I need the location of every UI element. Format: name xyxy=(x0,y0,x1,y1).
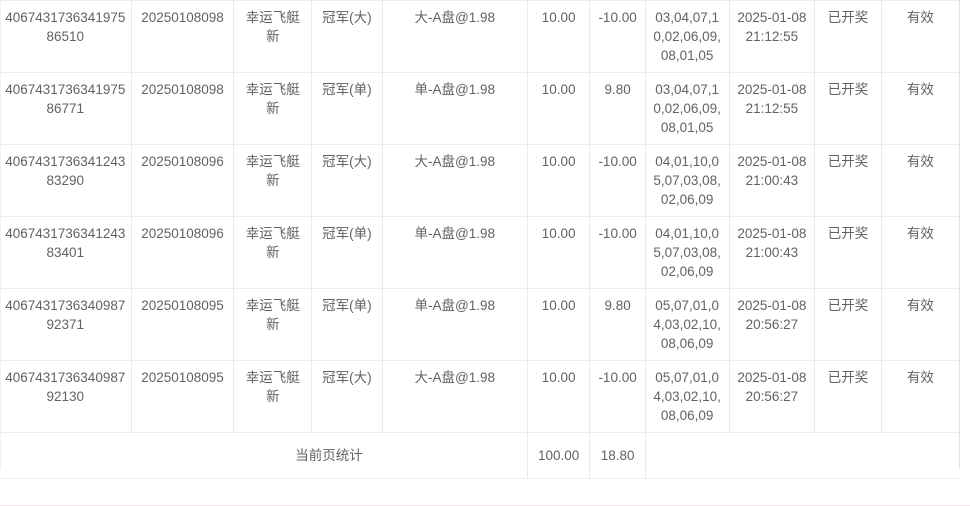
cell-status: 已开奖 xyxy=(814,288,882,361)
summary-label: 当前页统计 xyxy=(131,432,528,479)
cell-profit: -10.00 xyxy=(589,216,646,289)
cell-bet-content: 单-A盘@1.98 xyxy=(382,216,528,289)
cell-profit: -10.00 xyxy=(589,360,646,433)
cell-play-type: 冠军(大) xyxy=(311,360,383,433)
cell-validity: 有效 xyxy=(881,360,959,433)
cell-bet-content: 单-A盘@1.98 xyxy=(382,288,528,361)
cell-bet-amount: 10.00 xyxy=(527,144,591,217)
records-table-body: 406743173634197586510 20250108098 幸运飞艇新 … xyxy=(0,0,959,479)
cell-draw-numbers: 04,01,10,05,07,03,08,02,06,09 xyxy=(645,144,730,217)
cell-bet-time: 2025-01-08 21:12:55 xyxy=(729,0,816,73)
cell-validity: 有效 xyxy=(881,288,959,361)
summary-total-amount: 100.00 xyxy=(526,432,591,479)
table-right-border xyxy=(959,0,960,469)
cell-bet-time: 2025-01-08 21:00:43 xyxy=(729,144,816,217)
cell-game: 幸运飞艇新 xyxy=(233,216,313,289)
cell-status: 已开奖 xyxy=(814,0,882,73)
cell-play-type: 冠军(大) xyxy=(311,0,383,73)
cell-game: 幸运飞艇新 xyxy=(233,72,313,145)
cell-profit: 9.80 xyxy=(589,288,646,361)
cell-profit: 9.80 xyxy=(589,72,646,145)
cell-play-type: 冠军(单) xyxy=(311,288,383,361)
cell-play-type: 冠军(大) xyxy=(311,144,383,217)
records-table: 406743173634197586510 20250108098 幸运飞艇新 … xyxy=(0,0,959,479)
cell-validity: 有效 xyxy=(881,0,959,73)
cell-draw-numbers: 03,04,07,10,02,06,09,08,01,05 xyxy=(645,72,730,145)
table-row[interactable]: 406743173634197586510 20250108098 幸运飞艇新 … xyxy=(0,0,959,73)
summary-spacer-right xyxy=(644,432,959,479)
cell-game: 幸运飞艇新 xyxy=(233,144,313,217)
cell-bet-time: 2025-01-08 21:12:55 xyxy=(729,72,816,145)
cell-validity: 有效 xyxy=(881,216,959,289)
cell-order-number: 406743173634197586510 xyxy=(0,0,132,73)
table-row[interactable]: 406743173634124383290 20250108096 幸运飞艇新 … xyxy=(0,144,959,217)
cell-bet-content: 大-A盘@1.98 xyxy=(382,144,528,217)
cell-bet-content: 大-A盘@1.98 xyxy=(382,0,528,73)
table-row[interactable]: 406743173634098792130 20250108095 幸运飞艇新 … xyxy=(0,360,959,433)
summary-total-profit: 18.80 xyxy=(589,432,646,479)
cell-profit: -10.00 xyxy=(589,144,646,217)
cell-issue: 20250108098 xyxy=(131,72,235,145)
cell-bet-amount: 10.00 xyxy=(527,0,591,73)
cell-bet-time: 2025-01-08 20:56:27 xyxy=(729,360,816,433)
cell-play-type: 冠军(单) xyxy=(311,72,383,145)
cell-draw-numbers: 05,07,01,04,03,02,10,08,06,09 xyxy=(645,288,730,361)
cell-order-number: 406743173634124383290 xyxy=(0,144,132,217)
table-row[interactable]: 406743173634124383401 20250108096 幸运飞艇新 … xyxy=(0,216,959,289)
cell-bet-time: 2025-01-08 21:00:43 xyxy=(729,216,816,289)
summary-row: 当前页统计 100.00 18.80 xyxy=(0,432,959,479)
cell-order-number: 406743173634197586771 xyxy=(0,72,132,145)
cell-issue: 20250108095 xyxy=(131,288,235,361)
cell-issue: 20250108096 xyxy=(131,144,235,217)
cell-bet-content: 单-A盘@1.98 xyxy=(382,72,528,145)
cell-validity: 有效 xyxy=(881,72,959,145)
table-row[interactable]: 406743173634197586771 20250108098 幸运飞艇新 … xyxy=(0,72,959,145)
cell-bet-content: 大-A盘@1.98 xyxy=(382,360,528,433)
cell-status: 已开奖 xyxy=(814,144,882,217)
cell-order-number: 406743173634124383401 xyxy=(0,216,132,289)
cell-game: 幸运飞艇新 xyxy=(233,0,313,73)
cell-game: 幸运飞艇新 xyxy=(233,360,313,433)
cell-issue: 20250108098 xyxy=(131,0,235,73)
cell-draw-numbers: 03,04,07,10,02,06,09,08,01,05 xyxy=(645,0,730,73)
cell-bet-amount: 10.00 xyxy=(527,288,591,361)
cell-profit: -10.00 xyxy=(589,0,646,73)
cell-draw-numbers: 04,01,10,05,07,03,08,02,06,09 xyxy=(645,216,730,289)
cell-draw-numbers: 05,07,01,04,03,02,10,08,06,09 xyxy=(645,360,730,433)
cell-order-number: 406743173634098792130 xyxy=(0,360,132,433)
cell-bet-amount: 10.00 xyxy=(527,216,591,289)
table-row[interactable]: 406743173634098792371 20250108095 幸运飞艇新 … xyxy=(0,288,959,361)
cell-play-type: 冠军(单) xyxy=(311,216,383,289)
table-left-border xyxy=(0,0,1,469)
cell-validity: 有效 xyxy=(881,144,959,217)
cell-status: 已开奖 xyxy=(814,360,882,433)
cell-bet-amount: 10.00 xyxy=(527,72,591,145)
cell-issue: 20250108096 xyxy=(131,216,235,289)
cell-bet-time: 2025-01-08 20:56:27 xyxy=(729,288,816,361)
cell-status: 已开奖 xyxy=(814,72,882,145)
cell-issue: 20250108095 xyxy=(131,360,235,433)
cell-game: 幸运飞艇新 xyxy=(233,288,313,361)
cell-status: 已开奖 xyxy=(814,216,882,289)
summary-spacer-left xyxy=(0,432,132,479)
cell-bet-amount: 10.00 xyxy=(527,360,591,433)
cell-order-number: 406743173634098792371 xyxy=(0,288,132,361)
